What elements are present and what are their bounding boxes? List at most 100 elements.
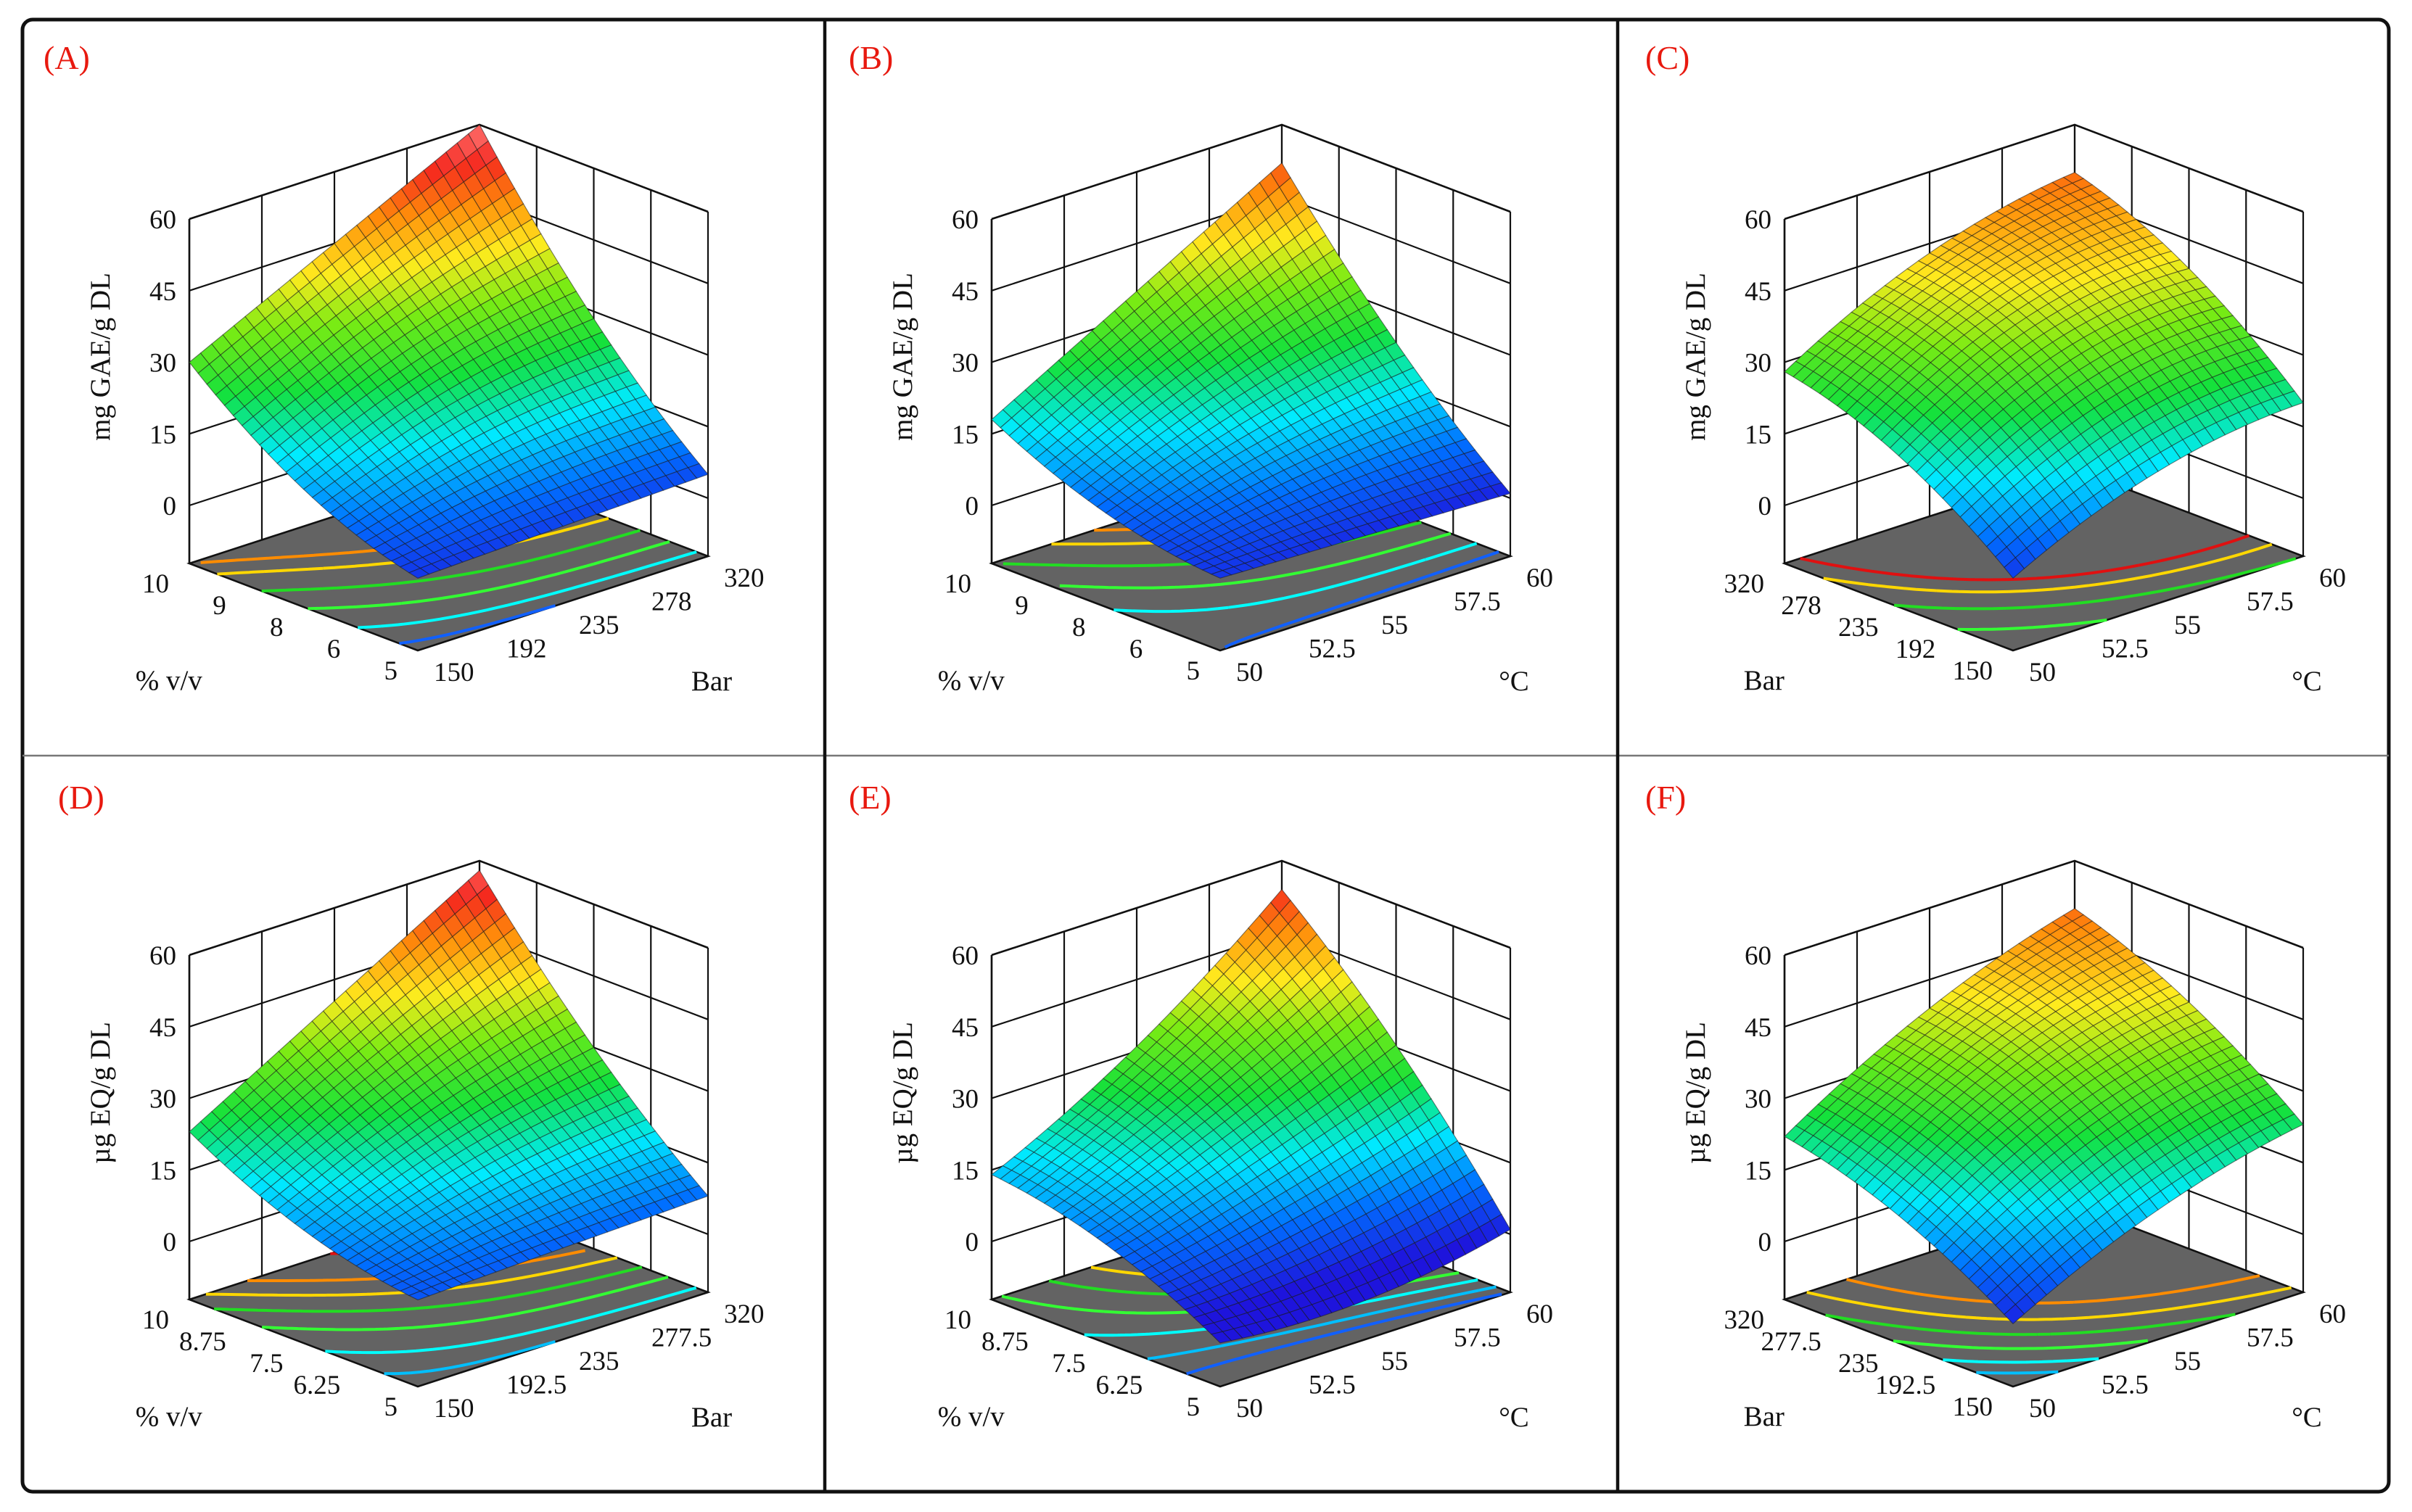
- contour-line: [358, 550, 697, 629]
- z-tick-label: 15: [952, 420, 979, 450]
- panel-label: (F): [1645, 779, 1686, 816]
- right-axis-tick-label: 60: [2319, 1300, 2346, 1329]
- response-surface: [991, 162, 1511, 579]
- left-axis-tick-label: 7.5: [1052, 1349, 1085, 1379]
- left-axis-tick-label: 5: [384, 1392, 398, 1422]
- right-axis-tick-label: 50: [1236, 1394, 1263, 1424]
- panel-e: (E) 0 15 30 45 60 µg EQ/g DL 5 6.25 7.5 8.75 10 % v/…: [849, 779, 1553, 1433]
- left-axis-title: % v/v: [938, 1401, 1005, 1432]
- left-axis-tick-label: 192.5: [1875, 1371, 1935, 1400]
- z-tick-label: 30: [149, 349, 176, 379]
- right-axis-tick-label: 60: [1526, 563, 1553, 593]
- right-axis-tick-label: 57.5: [2247, 1323, 2294, 1353]
- surface-cell: [408, 567, 430, 579]
- panel-b: (B) 0 15 30 45 60 mg GAE/g DL 5 6 8 9 10 % v/v 50 52.5…: [849, 39, 1553, 697]
- right-axis-tick-label: 57.5: [2247, 587, 2294, 617]
- z-tick-label: 0: [1758, 1228, 1772, 1257]
- z-tick-label: 60: [1745, 205, 1771, 235]
- left-axis-tick-label: 235: [1838, 613, 1879, 643]
- contour-line: [1224, 550, 1499, 649]
- right-axis-tick-label: 57.5: [1454, 587, 1501, 617]
- right-axis-tick-label: 320: [724, 563, 765, 593]
- panel-label: (C): [1645, 39, 1689, 76]
- panel-d: (D) 0 15 30 45 60 µg EQ/g DL 5 6.25 7.5 8.75 10 % v/…: [58, 779, 765, 1433]
- contour-line: [1800, 534, 2250, 582]
- response-surface: [189, 124, 709, 579]
- right-axis-title: °C: [2292, 666, 2322, 697]
- right-axis-tick-label: 192: [506, 635, 547, 664]
- left-axis-tick-label: 6.25: [294, 1371, 341, 1400]
- left-axis-tick-label: 10: [944, 569, 971, 599]
- contour-line: [1059, 532, 1452, 590]
- right-axis-tick-label: 50: [1236, 658, 1263, 687]
- left-axis-tick-label: 9: [1015, 591, 1029, 621]
- z-tick-label: 30: [1745, 1085, 1771, 1115]
- left-axis-tick-label: 150: [1953, 656, 1993, 686]
- right-axis-tick-label: 52.5: [1309, 1371, 1356, 1400]
- contour-line: [1957, 618, 2107, 631]
- left-axis-tick-label: 10: [944, 1305, 971, 1335]
- z-tick-label: 45: [1745, 277, 1771, 307]
- contour-line: [1114, 542, 1478, 614]
- contour-line: [1823, 542, 2273, 594]
- left-axis-tick-label: 150: [1953, 1392, 1993, 1422]
- panel-label: (D): [58, 779, 104, 816]
- right-axis-tick-label: 235: [579, 611, 620, 640]
- right-axis-tick-label: 52.5: [2102, 635, 2149, 664]
- left-axis-title: % v/v: [136, 1401, 203, 1432]
- z-axis-title: µg EQ/g DL: [1680, 1022, 1711, 1164]
- z-tick-label: 45: [149, 1013, 176, 1043]
- right-axis-tick-label: 192.5: [506, 1371, 567, 1400]
- right-axis-tick-label: 57.5: [1454, 1323, 1501, 1353]
- right-axis-title: Bar: [691, 1402, 732, 1433]
- z-tick-label: 15: [149, 420, 176, 450]
- left-axis-tick-label: 8: [1072, 613, 1086, 643]
- left-axis-tick-label: 277.5: [1761, 1327, 1822, 1357]
- z-tick-label: 0: [163, 492, 177, 521]
- surface-cell: [2004, 557, 2025, 579]
- z-tick-label: 15: [149, 1156, 176, 1186]
- right-axis-tick-label: 50: [2029, 658, 2056, 687]
- response-surface: [1784, 172, 2304, 579]
- z-tick-label: 45: [952, 1013, 979, 1043]
- z-tick-label: 30: [952, 349, 979, 379]
- right-axis-tick-label: 320: [724, 1300, 765, 1329]
- contour-line: [384, 1340, 556, 1376]
- right-axis-tick-label: 55: [2174, 1347, 2201, 1376]
- left-axis-title: Bar: [1744, 665, 1785, 696]
- right-axis-title: °C: [1499, 666, 1529, 697]
- left-axis-tick-label: 9: [213, 591, 226, 621]
- left-axis-tick-label: 10: [142, 1305, 169, 1335]
- right-axis-tick-label: 277.5: [651, 1323, 712, 1353]
- z-tick-label: 0: [163, 1228, 177, 1257]
- z-tick-label: 60: [1745, 941, 1771, 971]
- right-axis-title: °C: [2292, 1402, 2322, 1433]
- contour-line: [308, 540, 670, 611]
- wall-top-edge: [1784, 123, 2304, 220]
- right-axis-title: °C: [1499, 1402, 1529, 1433]
- z-tick-label: 45: [149, 277, 176, 307]
- z-tick-label: 30: [952, 1085, 979, 1115]
- right-axis-tick-label: 50: [2029, 1394, 2056, 1424]
- left-axis-tick-label: 320: [1724, 1305, 1765, 1335]
- contour-line: [325, 1286, 697, 1355]
- left-axis-tick-label: 5: [1187, 1392, 1201, 1422]
- z-tick-label: 60: [952, 941, 979, 971]
- z-tick-label: 60: [149, 941, 176, 971]
- right-axis-tick-label: 150: [434, 1394, 474, 1424]
- left-axis-tick-label: 8.75: [981, 1327, 1029, 1357]
- left-axis-tick-label: 10: [142, 569, 169, 599]
- left-axis-tick-label: 235: [1838, 1349, 1879, 1379]
- z-axis-title: µg EQ/g DL: [887, 1022, 918, 1164]
- contour-line: [214, 1265, 643, 1313]
- contour-line: [1893, 557, 2297, 611]
- right-axis-tick-label: 55: [2174, 611, 2201, 640]
- z-tick-label: 45: [952, 277, 979, 307]
- z-tick-label: 15: [1745, 1156, 1771, 1186]
- z-tick-label: 30: [1745, 349, 1771, 379]
- left-axis-tick-label: 7.5: [250, 1349, 283, 1379]
- contour-line: [261, 529, 641, 592]
- wall-top-edge: [991, 123, 1511, 220]
